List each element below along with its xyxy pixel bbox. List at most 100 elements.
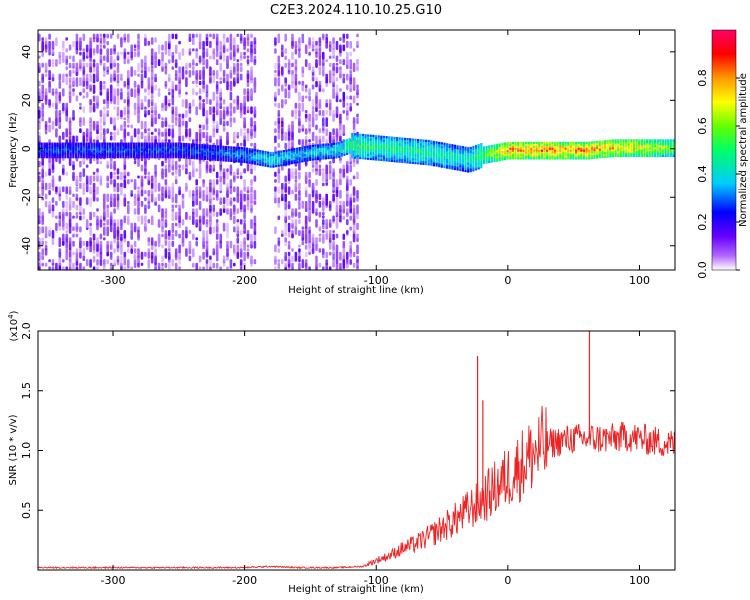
spectrogram-cell bbox=[453, 152, 457, 155]
spectrogram-cell bbox=[422, 139, 425, 142]
spectrogram-cell bbox=[153, 152, 156, 155]
spectrogram-cell bbox=[109, 135, 113, 141]
spectrogram-cell bbox=[62, 164, 65, 170]
spectrogram-cell bbox=[133, 193, 137, 199]
spectrogram-cell bbox=[356, 40, 359, 46]
spectrogram-cell bbox=[388, 142, 391, 145]
spectrogram-cell bbox=[559, 155, 562, 158]
spectrogram-cell bbox=[335, 154, 338, 157]
spectrogram-cell bbox=[153, 142, 156, 145]
spectrogram-cell bbox=[443, 160, 446, 163]
spectrogram-cell bbox=[85, 197, 89, 205]
spectrogram-cell bbox=[261, 150, 264, 153]
spectrogram-cell bbox=[240, 154, 243, 157]
spectrogram-cell bbox=[377, 135, 380, 138]
spectrogram-cell bbox=[55, 91, 58, 101]
spectrogram-cell bbox=[174, 248, 178, 258]
spectrogram-cell bbox=[98, 142, 101, 145]
spectrogram-cell bbox=[372, 146, 375, 149]
spectrogram-cell bbox=[411, 146, 414, 149]
spectrogram-cell bbox=[446, 143, 449, 146]
spectrogram-cell bbox=[356, 244, 359, 255]
spectrogram-cell bbox=[192, 193, 195, 204]
spectrogram-cell bbox=[380, 145, 383, 148]
spectrogram-cell bbox=[551, 147, 554, 150]
spectrogram-cell bbox=[328, 73, 332, 84]
spectrogram-cell bbox=[467, 152, 470, 156]
spectrogram-cell bbox=[226, 266, 229, 270]
spectrogram-cell bbox=[567, 153, 570, 156]
spectrogram-cell bbox=[477, 147, 480, 150]
spectrogram-cell bbox=[308, 200, 311, 210]
spectrogram-cell bbox=[55, 186, 58, 193]
spectrogram-cell bbox=[367, 155, 370, 158]
spectrogram-cell bbox=[440, 144, 443, 147]
spectrogram-cell bbox=[269, 159, 272, 162]
spectrogram-cell bbox=[356, 148, 359, 152]
spectrogram-cell bbox=[328, 70, 332, 75]
spectrogram-cell bbox=[103, 152, 106, 155]
spectrogram-cell bbox=[58, 211, 62, 218]
spectrogram-cell bbox=[123, 179, 127, 189]
spectrogram-cell bbox=[51, 156, 54, 159]
spectrogram-x-label: Height of straight line (km) bbox=[288, 285, 424, 296]
spectrogram-cell bbox=[448, 153, 451, 156]
spectrogram-cell bbox=[485, 155, 488, 158]
spectrogram-cell bbox=[111, 148, 114, 151]
spectrogram-cell bbox=[385, 136, 388, 139]
spectrogram-cell bbox=[469, 168, 472, 171]
spectrogram-cell bbox=[409, 149, 412, 153]
spectrogram-cell bbox=[96, 266, 99, 270]
spectrogram-cell bbox=[438, 159, 441, 162]
spectrogram-cell bbox=[311, 106, 315, 110]
spectrogram-cell bbox=[261, 160, 264, 163]
spectrogram-cell bbox=[467, 164, 470, 167]
spectrogram-cell bbox=[488, 149, 491, 152]
spectrogram-cell bbox=[284, 131, 287, 141]
spectrogram-cell bbox=[195, 153, 199, 156]
spectrogram-cell bbox=[43, 144, 46, 147]
spectrogram-cell bbox=[38, 208, 41, 217]
spectrogram-cell bbox=[530, 147, 533, 150]
spectrogram-cell bbox=[393, 152, 396, 155]
spectrogram-cell bbox=[309, 145, 312, 148]
spectrogram-cell bbox=[38, 80, 41, 87]
spectrogram-cell bbox=[338, 149, 341, 152]
spectrogram-cell bbox=[459, 157, 462, 160]
spectrogram-cell bbox=[48, 146, 51, 149]
spectrogram-cell bbox=[593, 143, 596, 146]
spectrogram-cell bbox=[617, 151, 620, 154]
spectrogram-cell bbox=[475, 158, 478, 161]
spectrogram-cell bbox=[385, 147, 388, 150]
spectrogram-cell bbox=[352, 197, 356, 203]
spectrogram-cell bbox=[281, 44, 284, 50]
spectrogram-cell bbox=[342, 77, 346, 84]
spectrogram-cell bbox=[140, 66, 144, 71]
spectrogram-cell bbox=[293, 155, 296, 158]
spectrogram-cell bbox=[417, 156, 420, 159]
spectrogram-cell bbox=[596, 150, 599, 153]
spectrogram-cell bbox=[328, 99, 332, 108]
spectrogram-cell bbox=[113, 44, 116, 55]
snr-line bbox=[38, 405, 675, 570]
spectrogram-cell bbox=[522, 153, 525, 156]
spectrogram-cell bbox=[230, 146, 233, 149]
spectrogram-cell bbox=[38, 144, 41, 147]
spectrogram-cell bbox=[77, 152, 80, 155]
spectrogram-cell bbox=[440, 142, 443, 145]
spectrogram-cell bbox=[168, 88, 171, 92]
spectrogram-cell bbox=[95, 154, 99, 157]
spectrogram-cell bbox=[246, 230, 250, 237]
spectrogram-cell bbox=[195, 240, 198, 247]
spectrogram-cell bbox=[364, 138, 367, 141]
spectrogram-cell bbox=[298, 117, 301, 127]
spectrogram-cell bbox=[111, 154, 114, 157]
spectrogram-cell bbox=[144, 110, 147, 118]
spectrogram-cell bbox=[535, 153, 538, 156]
spectrogram-cell bbox=[580, 157, 583, 160]
spectrogram-cell bbox=[472, 161, 475, 164]
spectrogram-cell bbox=[99, 110, 103, 117]
spectrogram-cell bbox=[168, 240, 171, 251]
spectrogram-cell bbox=[306, 149, 309, 152]
spectrogram-cell bbox=[145, 144, 149, 147]
